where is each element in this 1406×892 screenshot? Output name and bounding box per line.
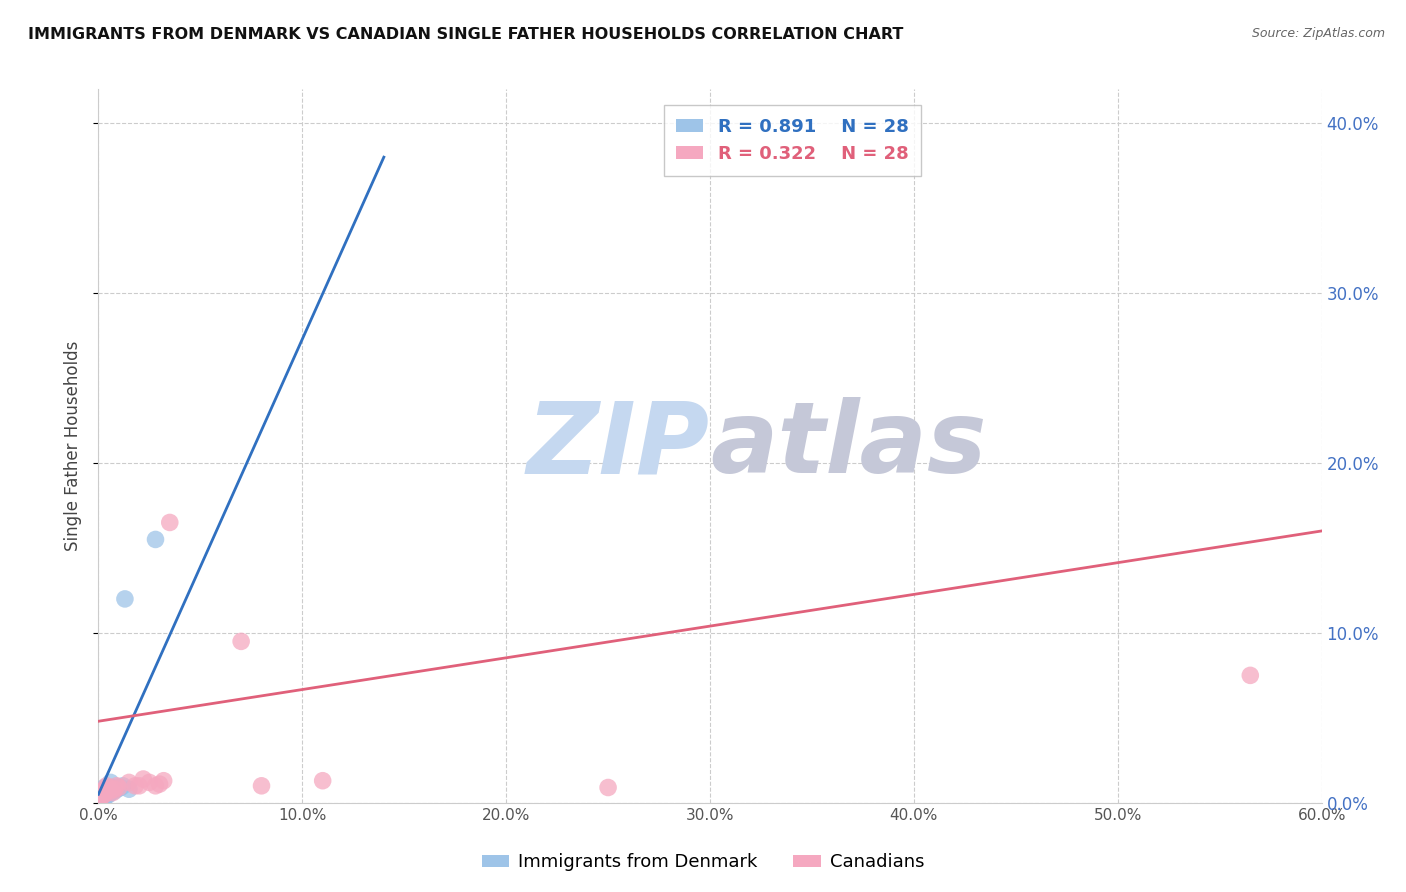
Point bbox=[145, 779, 167, 793]
Point bbox=[89, 792, 111, 806]
Point bbox=[108, 780, 131, 795]
Y-axis label: Single Father Households: Single Father Households bbox=[65, 341, 83, 551]
Point bbox=[91, 789, 114, 803]
Point bbox=[96, 779, 118, 793]
Point bbox=[104, 782, 127, 797]
Point bbox=[118, 775, 141, 789]
Point bbox=[91, 790, 114, 805]
Point bbox=[93, 790, 115, 805]
Point bbox=[1239, 668, 1261, 682]
Point bbox=[128, 779, 150, 793]
Point bbox=[100, 784, 122, 798]
Text: Source: ZipAtlas.com: Source: ZipAtlas.com bbox=[1251, 27, 1385, 40]
Legend: R = 0.891    N = 28, R = 0.322    N = 28: R = 0.891 N = 28, R = 0.322 N = 28 bbox=[664, 105, 921, 176]
Point bbox=[93, 782, 115, 797]
Point bbox=[110, 780, 132, 795]
Point bbox=[96, 789, 118, 803]
Point bbox=[132, 772, 155, 786]
Point bbox=[152, 773, 174, 788]
Point bbox=[97, 780, 120, 795]
Point bbox=[138, 775, 160, 789]
Point bbox=[101, 780, 124, 795]
Point bbox=[89, 790, 111, 805]
Point bbox=[89, 794, 111, 808]
Point bbox=[124, 779, 146, 793]
Point bbox=[114, 591, 136, 606]
Point bbox=[231, 634, 253, 648]
Point bbox=[89, 787, 111, 801]
Point bbox=[89, 789, 111, 803]
Point bbox=[312, 773, 335, 788]
Point bbox=[91, 792, 114, 806]
Point bbox=[104, 784, 127, 798]
Point bbox=[91, 784, 114, 798]
Point bbox=[100, 775, 122, 789]
Point bbox=[91, 786, 114, 800]
Point bbox=[118, 782, 141, 797]
Point bbox=[91, 787, 114, 801]
Point bbox=[97, 782, 120, 797]
Point bbox=[93, 784, 115, 798]
Point bbox=[159, 516, 181, 530]
Point bbox=[89, 787, 111, 801]
Text: ZIP: ZIP bbox=[527, 398, 710, 494]
Point bbox=[250, 779, 273, 793]
Point bbox=[111, 779, 134, 793]
Point bbox=[149, 777, 172, 791]
Text: IMMIGRANTS FROM DENMARK VS CANADIAN SINGLE FATHER HOUSEHOLDS CORRELATION CHART: IMMIGRANTS FROM DENMARK VS CANADIAN SING… bbox=[28, 27, 904, 42]
Point bbox=[89, 790, 111, 805]
Point bbox=[100, 786, 122, 800]
Point bbox=[105, 782, 128, 797]
Point bbox=[598, 780, 620, 795]
Legend: Immigrants from Denmark, Canadians: Immigrants from Denmark, Canadians bbox=[475, 847, 931, 879]
Point bbox=[93, 787, 115, 801]
Text: atlas: atlas bbox=[710, 398, 987, 494]
Point bbox=[105, 779, 128, 793]
Point bbox=[97, 787, 120, 801]
Point bbox=[96, 784, 118, 798]
Point bbox=[108, 780, 131, 795]
Point bbox=[145, 533, 167, 547]
Point bbox=[93, 780, 115, 795]
Point bbox=[93, 787, 115, 801]
Point bbox=[101, 786, 124, 800]
Point bbox=[96, 784, 118, 798]
